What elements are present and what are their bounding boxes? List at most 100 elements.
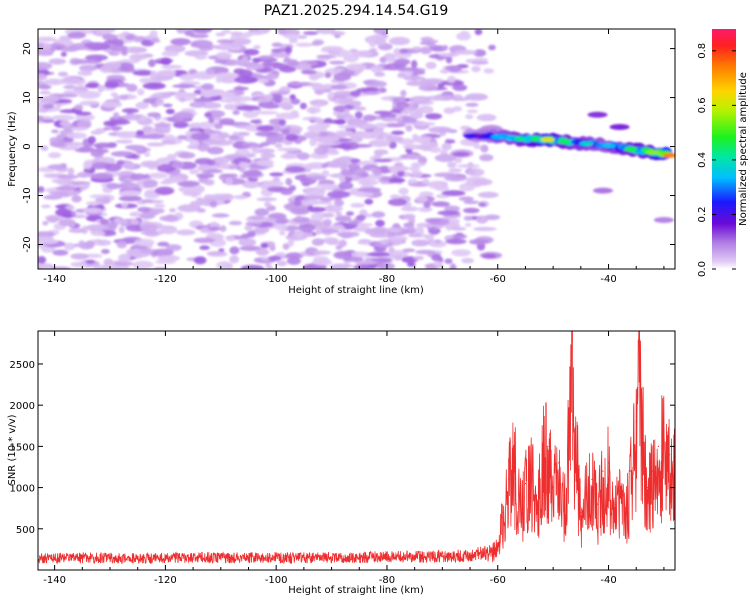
heatmap-noise-cell bbox=[55, 93, 79, 98]
heatmap-noise-cell bbox=[173, 121, 189, 129]
heatmap-noise-cell bbox=[104, 163, 122, 172]
heatmap-noise-cell bbox=[350, 90, 361, 97]
heatmap-noise-cell bbox=[219, 118, 235, 126]
heatmap-noise-cell bbox=[328, 49, 351, 58]
colorbar-tick-label: 0.8 bbox=[697, 43, 708, 59]
heatmap-noise-cell bbox=[325, 204, 341, 213]
heatmap-noise-cell bbox=[466, 109, 478, 114]
heatmap-noise-cell bbox=[275, 218, 289, 225]
heatmap-noise-cell bbox=[403, 75, 426, 81]
heatmap-noise-cell bbox=[102, 34, 118, 41]
heatmap-noise-cell bbox=[254, 208, 270, 217]
heatmap-noise-cell bbox=[434, 239, 442, 243]
heatmap-noise-cell bbox=[260, 242, 269, 249]
heatmap-noise-cell bbox=[374, 72, 386, 77]
heatmap-noise-cell bbox=[214, 123, 223, 130]
y-tick-label: 500 bbox=[16, 525, 35, 536]
heatmap-noise-cell bbox=[426, 42, 436, 47]
y-tick-label: 20 bbox=[22, 42, 33, 55]
heatmap-noise-cell bbox=[452, 151, 470, 157]
snr-point bbox=[303, 557, 305, 559]
heatmap-signal-peak bbox=[601, 143, 616, 149]
heatmap-noise-cell bbox=[96, 29, 116, 34]
heatmap-noise-cell bbox=[70, 58, 91, 65]
heatmap-noise-cell bbox=[118, 226, 125, 234]
heatmap-noise-cell bbox=[411, 162, 426, 167]
heatmap-noise-cell bbox=[321, 46, 344, 51]
heatmap-noise-cell bbox=[153, 92, 163, 97]
heatmap-noise-cell bbox=[201, 102, 222, 109]
heatmap-branch-cell bbox=[587, 111, 608, 118]
heatmap-noise-cell bbox=[306, 106, 321, 114]
heatmap-noise-cell bbox=[309, 99, 329, 107]
heatmap-noise-cell bbox=[274, 143, 283, 148]
heatmap-noise-cell bbox=[254, 110, 279, 115]
heatmap-noise-cell bbox=[283, 56, 291, 64]
heatmap-noise-cell bbox=[281, 188, 294, 196]
heatmap-noise-cell bbox=[287, 238, 295, 247]
heatmap-noise-cell bbox=[150, 70, 157, 78]
heatmap-noise-cell bbox=[194, 54, 207, 60]
heatmap-noise-cell bbox=[47, 216, 59, 223]
heatmap-noise-cell bbox=[220, 94, 242, 99]
heatmap-branch-cell bbox=[593, 187, 613, 194]
heatmap-noise-cell bbox=[369, 233, 392, 238]
heatmap-noise-cell bbox=[293, 199, 302, 207]
heatmap-noise-cell bbox=[221, 29, 232, 34]
heatmap-noise-cell bbox=[60, 51, 67, 57]
heatmap-noise-cell bbox=[165, 108, 175, 115]
heatmap-noise-cell bbox=[473, 49, 487, 57]
x-tick-label: -40 bbox=[600, 274, 616, 285]
heatmap-noise-cell bbox=[364, 198, 374, 205]
heatmap-noise-cell bbox=[388, 246, 395, 253]
heatmap-noise-cell bbox=[326, 147, 338, 156]
heatmap-noise-cell bbox=[104, 81, 120, 89]
heatmap-noise-cell bbox=[373, 149, 389, 156]
heatmap-noise-cell bbox=[125, 33, 135, 41]
heatmap-noise-cell bbox=[433, 172, 457, 178]
heatmap-noise-cell bbox=[337, 125, 361, 129]
heatmap-noise-cell bbox=[71, 195, 82, 203]
heatmap-noise-cell bbox=[179, 186, 194, 193]
heatmap-noise-cell bbox=[385, 56, 397, 63]
heatmap-noise-cell bbox=[230, 31, 243, 36]
y-tick-label: -20 bbox=[22, 236, 33, 252]
snr-point bbox=[596, 503, 599, 505]
heatmap-noise-cell bbox=[188, 122, 204, 129]
heatmap-noise-cell bbox=[160, 57, 172, 66]
snr-point bbox=[81, 557, 83, 559]
heatmap-noise-cell bbox=[427, 182, 440, 186]
heatmap-noise-cell bbox=[38, 186, 45, 193]
heatmap-noise-cell bbox=[465, 102, 479, 107]
heatmap-noise-cell bbox=[412, 70, 426, 75]
heatmap-noise-cell bbox=[465, 114, 474, 120]
heatmap-noise-cell bbox=[118, 94, 129, 101]
heatmap-noise-cell bbox=[70, 126, 88, 131]
heatmap-noise-cell bbox=[165, 244, 182, 252]
heatmap-noise-cell bbox=[294, 140, 302, 145]
heatmap-noise-cell bbox=[321, 170, 330, 178]
snr-point bbox=[638, 346, 640, 349]
snr-point bbox=[552, 487, 554, 489]
heatmap-noise-cell bbox=[83, 42, 108, 48]
heatmap-noise-cell bbox=[116, 182, 140, 190]
heatmap-noise-cell bbox=[193, 98, 214, 103]
heatmap-noise-cell bbox=[198, 46, 214, 51]
heatmap-noise-cell bbox=[312, 250, 331, 255]
heatmap-noise-cell bbox=[55, 46, 63, 51]
heatmap-noise-cell bbox=[472, 226, 497, 232]
heatmap-noise-cell bbox=[137, 206, 151, 213]
colorbar-ticks: 0.0 0.2 0.4 0.6 0.8 bbox=[697, 43, 736, 277]
heatmap-noise-cell bbox=[315, 103, 323, 108]
heatmap-noise-cell bbox=[268, 255, 282, 262]
heatmap-noise-cell bbox=[114, 261, 134, 267]
heatmap-noise-cell bbox=[374, 110, 392, 115]
heatmap-noise-cell bbox=[302, 116, 323, 121]
heatmap-noise-cell bbox=[216, 39, 235, 44]
heatmap-noise-cell bbox=[52, 114, 75, 121]
heatmap-noise-cell bbox=[48, 152, 62, 159]
snr-point bbox=[414, 556, 416, 558]
heatmap-noise-cell bbox=[140, 223, 159, 232]
heatmap-noise-cell bbox=[310, 212, 325, 221]
heatmap-noise-cell bbox=[397, 73, 407, 79]
